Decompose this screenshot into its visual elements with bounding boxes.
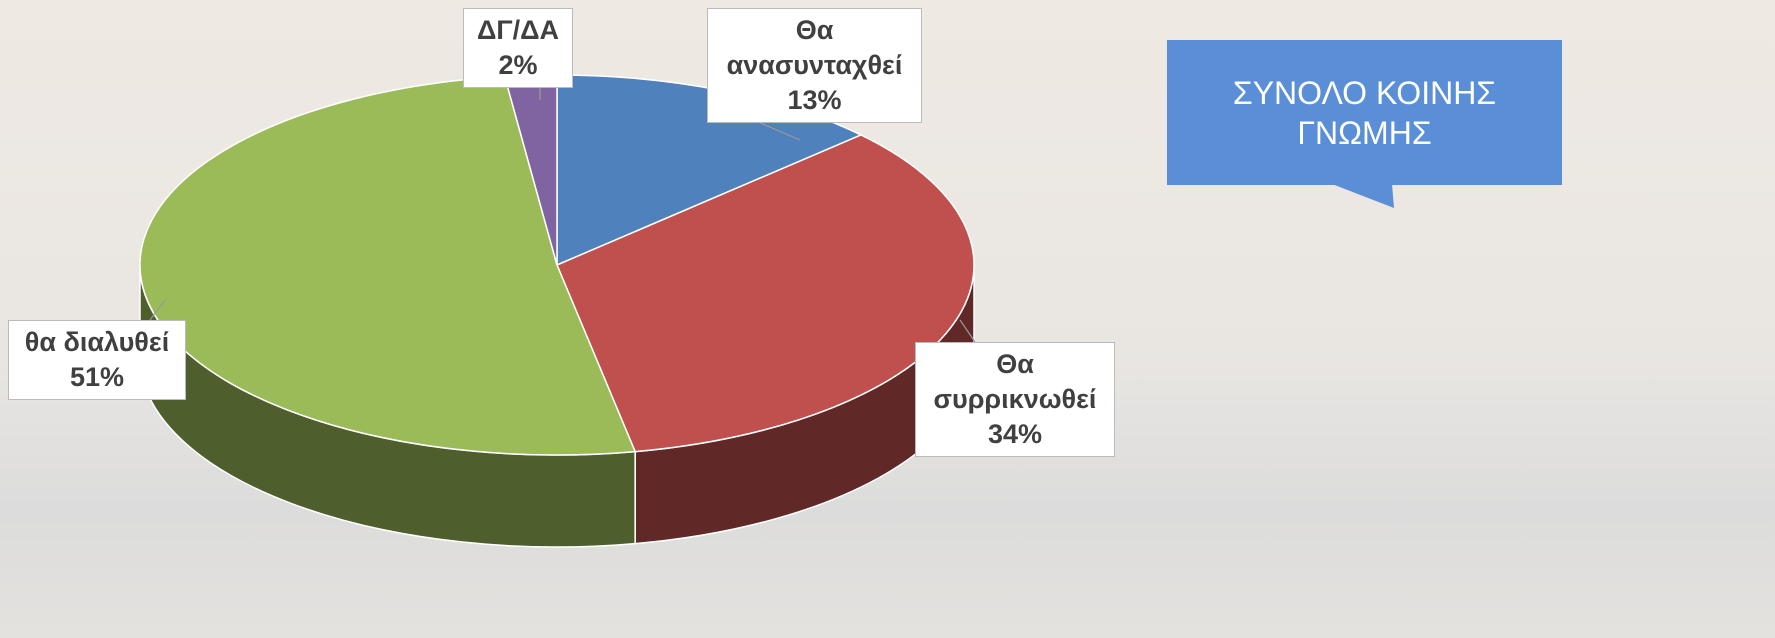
chart-title: ΣΥΝΟΛΟ ΚΟΙΝΗΣ ΓΝΩΜΗΣ [1167, 40, 1562, 185]
category-label: Θα ανασυνταχθεί [726, 15, 903, 81]
leader-line [149, 299, 166, 321]
value-label: 51% [69, 362, 125, 393]
slice-top [556, 134, 975, 453]
category-label: ΔΓ/ΔΑ [476, 15, 560, 45]
category-label: Θα συρρικνωθεί [933, 349, 1097, 415]
data-label: Θα συρρικνωθεί 34% [915, 342, 1115, 458]
data-label: Θα ανασυνταχθεί 13% [707, 8, 922, 124]
leader-line [959, 319, 976, 343]
data-label: θα διαλυθεί 51% [8, 320, 186, 401]
category-label: θα διαλυθεί [24, 327, 170, 357]
value-label: 2% [498, 50, 538, 81]
data-label: ΔΓ/ΔΑ 2% [463, 8, 573, 89]
value-label: 34% [987, 419, 1043, 450]
slice-top [139, 75, 637, 456]
callout-pointer [1332, 184, 1394, 208]
value-label: 13% [787, 85, 842, 116]
